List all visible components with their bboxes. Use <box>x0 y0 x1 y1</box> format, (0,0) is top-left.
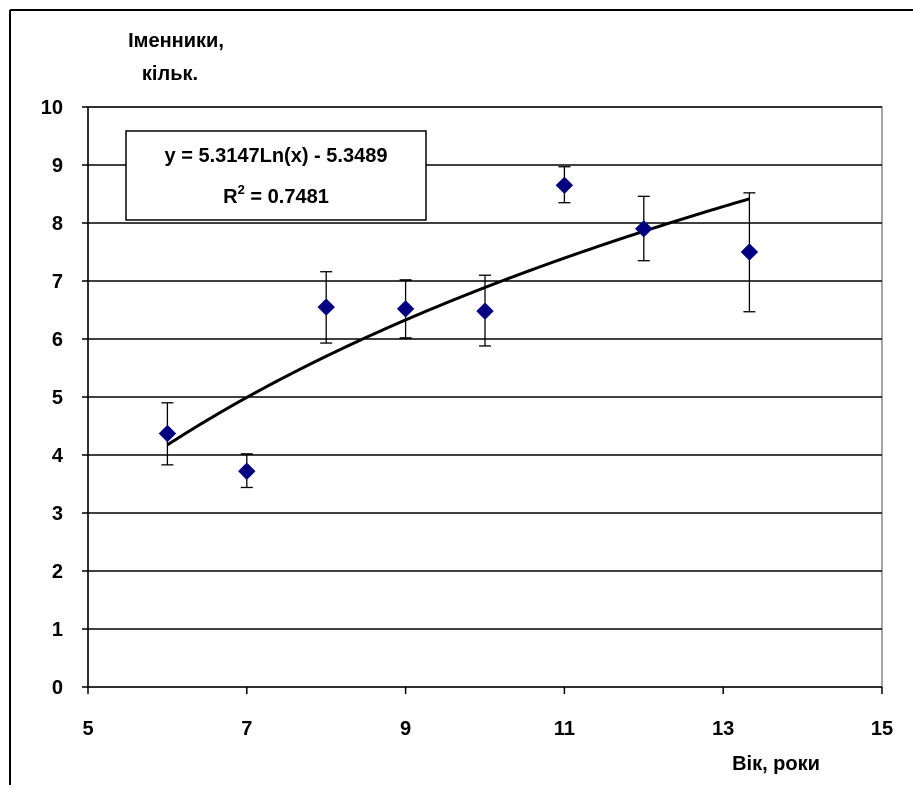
x-tick-label-9: 9 <box>400 718 411 740</box>
x-tick-label-11: 11 <box>554 718 575 740</box>
y-tick-label-1: 1 <box>52 619 63 641</box>
data-point-3 <box>396 300 415 318</box>
r-squared-superscript: 2 <box>238 182 245 197</box>
y-tick-label-2: 2 <box>52 561 63 583</box>
x-tick-label-5: 5 <box>82 718 93 740</box>
y-tick-label-3: 3 <box>52 503 63 525</box>
r-squared-prefix: R <box>223 186 238 208</box>
x-tick-label-7: 7 <box>241 718 252 740</box>
y-axis-title-line2: кільк. <box>142 63 198 85</box>
data-point-6 <box>635 220 653 238</box>
x-tick-label-15: 15 <box>871 718 893 740</box>
r-squared-value: = 0.7481 <box>245 186 329 208</box>
data-point-5 <box>555 176 574 195</box>
data-point-1 <box>238 462 256 480</box>
data-point-0 <box>158 424 177 443</box>
x-axis-title: Вік, роки <box>732 753 820 775</box>
y-tick-label-5: 5 <box>52 387 63 409</box>
y-tick-label-10: 10 <box>41 97 63 119</box>
data-point-4 <box>476 302 494 320</box>
axes <box>82 106 883 694</box>
r-squared-label: R2 = 0.7481 <box>223 182 329 208</box>
data-points <box>158 176 759 480</box>
trendline-equation: y = 5.3147Ln(x) - 5.3489 <box>165 145 388 167</box>
trendline <box>166 197 750 447</box>
data-point-2 <box>317 298 335 316</box>
x-tick-labels: 5 7 9 11 13 15 <box>82 718 893 740</box>
y-tick-label-0: 0 <box>52 677 63 699</box>
y-tick-label-9: 9 <box>52 155 63 177</box>
equation-box-border <box>125 130 427 221</box>
trendline-group <box>166 197 750 447</box>
x-tick-label-13: 13 <box>712 718 734 740</box>
equation-box: y = 5.3147Ln(x) - 5.3489 R2 = 0.7481 <box>125 130 427 221</box>
data-point-7 <box>740 243 759 261</box>
y-tick-label-4: 4 <box>52 445 64 467</box>
y-tick-label-8: 8 <box>52 213 63 235</box>
y-tick-labels: 0 1 2 3 4 5 6 7 8 9 10 <box>41 97 64 699</box>
y-axis-title-line1: Іменники, <box>128 30 224 52</box>
y-tick-label-7: 7 <box>52 271 63 293</box>
y-tick-label-6: 6 <box>52 329 63 351</box>
